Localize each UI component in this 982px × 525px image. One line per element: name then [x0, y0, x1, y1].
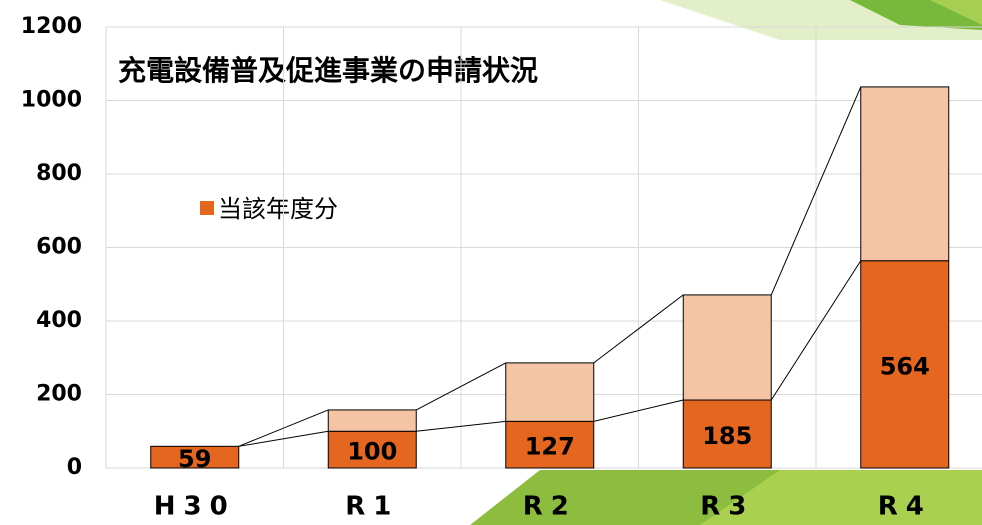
- bar-segment: [328, 410, 416, 431]
- value-label: 127: [525, 433, 575, 461]
- y-tick-label: 600: [36, 235, 82, 260]
- y-tick-label: 800: [36, 161, 82, 186]
- bar-segment: [506, 363, 594, 421]
- x-tick-label: H30: [154, 492, 236, 522]
- value-label: 59: [178, 445, 211, 473]
- legend-swatch: [200, 201, 214, 215]
- x-tick-label: R4: [878, 492, 932, 522]
- y-tick-label: 1000: [21, 88, 82, 113]
- chart-title: 充電設備普及促進事業の申請状況: [118, 54, 538, 87]
- value-label: 564: [880, 352, 930, 380]
- y-tick-label: 0: [67, 455, 82, 480]
- y-tick-label: 400: [36, 308, 82, 333]
- bar-segment: [861, 87, 949, 261]
- value-label: 100: [347, 438, 397, 466]
- y-tick-label: 200: [36, 382, 82, 407]
- x-tick-label: R2: [523, 492, 577, 522]
- legend-label: 当該年度分: [218, 195, 338, 223]
- y-tick-label: 1200: [21, 14, 82, 39]
- bar-segment: [683, 295, 771, 400]
- x-tick-label: R3: [700, 492, 754, 522]
- chart: 充電設備普及促進事業の申請状況 当該年度分 0 200 400 600 800 1000 1…: [0, 0, 982, 525]
- x-tick-label: R1: [345, 492, 399, 522]
- value-label: 185: [702, 422, 752, 450]
